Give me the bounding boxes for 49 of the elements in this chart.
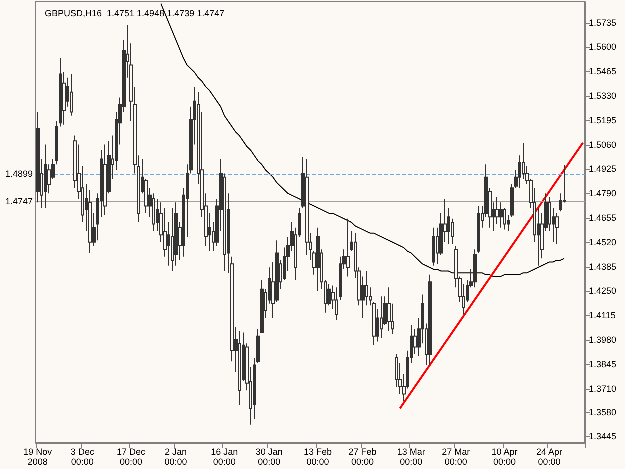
line-series [399,142,584,410]
ref-line-label: 1.4747 [5,196,33,206]
candlestick [70,74,73,116]
x-tick-label: 19 Nov 2008 [24,447,53,467]
x-tick-label: 27 Feb 00:00 [348,447,377,467]
x-tick-label: 3 Dec 00:00 [70,447,95,467]
y-tick-label: 1.4655 [589,212,617,223]
y-tick-label: 1.5060 [589,140,617,150]
candlestick [238,330,241,406]
y-tick-label: 1.3710 [589,384,617,394]
candlestick [387,287,391,332]
candlestick [59,58,62,128]
y-tick-label: 1.4925 [589,164,617,174]
x-tick-label: 10 Apr 00:00 [492,447,518,467]
candlestick [316,227,320,292]
y-tick-label: 1.4115 [589,310,616,321]
y-tick-label: 1.4520 [589,237,617,248]
y-tick-label: 1.5195 [589,115,617,126]
y-tick-label: 1.5600 [589,42,617,52]
y-tick-label: 1.3580 [589,407,617,418]
y-tick-label: 1.5330 [589,90,617,101]
y-tick-label: 1.5735 [589,18,617,28]
x-tick-label: 27 Mar 00:00 [442,447,470,467]
candlestick [432,227,435,266]
candlestick [428,274,432,366]
x-tick-label: 2 Jan 00:00 [164,447,188,467]
candlestick [473,249,477,288]
candlestick [346,218,350,278]
y-tick-label: 1.4790 [589,188,617,199]
x-tick-label: 13 Feb 00:00 [304,447,332,467]
candlestick [44,144,47,209]
candlestick [477,206,480,254]
candlestick [380,296,383,339]
y-tick-label: 1.5465 [589,66,617,77]
ref-line-label: 1.4899 [5,168,33,179]
y-tick-label: 1.3445 [589,432,617,442]
candlestick [260,280,264,334]
candlestick [335,287,338,321]
x-tick-label: 16 Jan 00:00 [211,447,238,467]
y-tick-label: 1.4385 [589,262,617,272]
x-tick-label: 30 Jan 00:00 [256,447,283,467]
y-tick-label: 1.4250 [589,286,617,296]
x-tick-label: 24 Apr 00:00 [536,447,563,467]
x-tick-label: 17 Dec 00:00 [116,447,146,467]
y-tick-label: 1.3980 [589,334,617,345]
x-tick-label: 13 Mar 00:00 [397,447,426,467]
candlestick [103,144,107,216]
text: GBPUSD,H16 1.4751 1.4948 1.4739 1.4747 [45,8,225,18]
y-tick-label: 1.3845 [589,359,617,370]
